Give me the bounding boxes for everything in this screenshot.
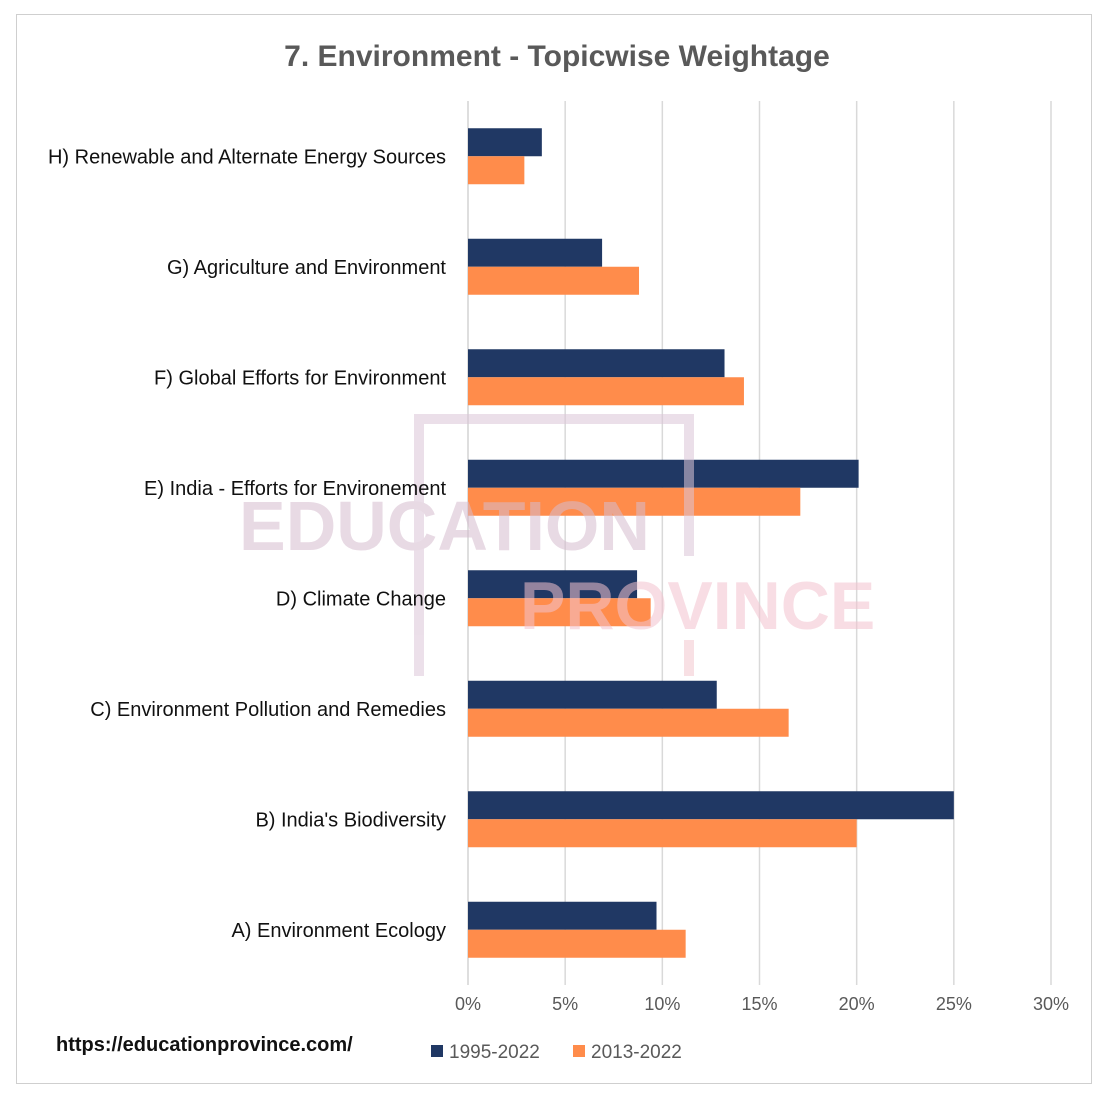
bar-2013-2022	[468, 598, 651, 627]
watermark-frame-right-lower	[684, 640, 694, 676]
bar-2013-2022	[468, 819, 857, 848]
chart-svg: EDUCATION PROVINCE A) Environment Ecolog…	[48, 40, 1069, 1063]
category-label: C) Environment Pollution and Remedies	[90, 699, 446, 721]
category-labels: A) Environment Ecology B) India's Biodive…	[48, 146, 446, 942]
footer-url: https://educationprovince.com/	[56, 1034, 353, 1056]
x-tick-label: 25%	[936, 994, 972, 1014]
bar-1995-2022	[468, 901, 657, 930]
legend-swatch	[573, 1045, 585, 1057]
bar-1995-2022	[468, 128, 542, 157]
bar-2013-2022	[468, 487, 801, 516]
x-tick-label: 5%	[552, 994, 578, 1014]
watermark-frame-top	[414, 414, 694, 424]
x-tick-label: 15%	[741, 994, 777, 1014]
bar-2013-2022	[468, 156, 525, 185]
legend-label: 1995-2022	[449, 1042, 540, 1063]
watermark-frame-right	[684, 414, 694, 556]
bar-2013-2022	[468, 377, 744, 406]
x-tick-label: 30%	[1033, 994, 1069, 1014]
legend-swatch	[431, 1045, 443, 1057]
bar-1995-2022	[468, 680, 717, 709]
category-label: A) Environment Ecology	[231, 920, 446, 942]
x-tick-label: 20%	[839, 994, 875, 1014]
watermark: EDUCATION PROVINCE	[239, 414, 875, 676]
bar-2013-2022	[468, 929, 686, 958]
legend: 1995-2022 2013-2022	[431, 1042, 682, 1063]
bar-1995-2022	[468, 349, 725, 378]
legend-label: 2013-2022	[591, 1042, 682, 1063]
category-label: B) India's Biodiversity	[255, 809, 446, 831]
bar-1995-2022	[468, 570, 638, 599]
x-tick-label: 10%	[644, 994, 680, 1014]
category-label: H) Renewable and Alternate Energy Source…	[48, 146, 446, 168]
watermark-line2: PROVINCE	[520, 568, 875, 644]
bars	[468, 128, 954, 958]
x-tick-label: 0%	[455, 994, 481, 1014]
bar-1995-2022	[468, 791, 954, 820]
bar-2013-2022	[468, 708, 789, 737]
bar-1995-2022	[468, 238, 603, 267]
bar-1995-2022	[468, 459, 859, 488]
watermark-frame-left	[414, 414, 424, 676]
x-axis-ticks: 0% 5% 10% 15% 20% 25% 30%	[455, 994, 1069, 1014]
category-label: D) Climate Change	[276, 588, 446, 610]
chart-title: 7. Environment - Topicwise Weightage	[284, 40, 830, 73]
watermark-line1: EDUCATION	[239, 487, 650, 565]
category-label: G) Agriculture and Environment	[167, 257, 446, 279]
bar-2013-2022	[468, 266, 640, 295]
category-label: E) India - Efforts for Environement	[144, 478, 446, 500]
chart-frame: EDUCATION PROVINCE A) Environment Ecolog…	[16, 14, 1092, 1084]
category-label: F) Global Efforts for Environment	[154, 367, 446, 389]
